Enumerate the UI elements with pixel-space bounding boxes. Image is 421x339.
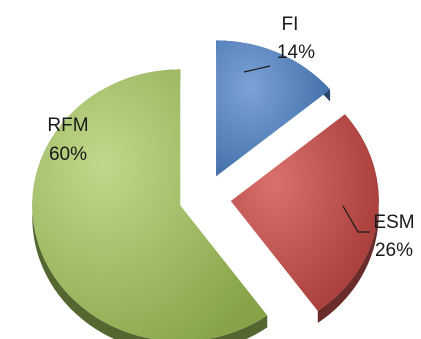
slice-label-fi: FI (282, 14, 299, 35)
slice-value-fi: 14% (277, 42, 315, 63)
slice-label-esm: ESM (373, 212, 414, 233)
slice-value-rfm: 60% (49, 144, 87, 165)
slice-label-rfm: RFM (47, 115, 88, 136)
slice-value-esm: 26% (375, 240, 413, 261)
